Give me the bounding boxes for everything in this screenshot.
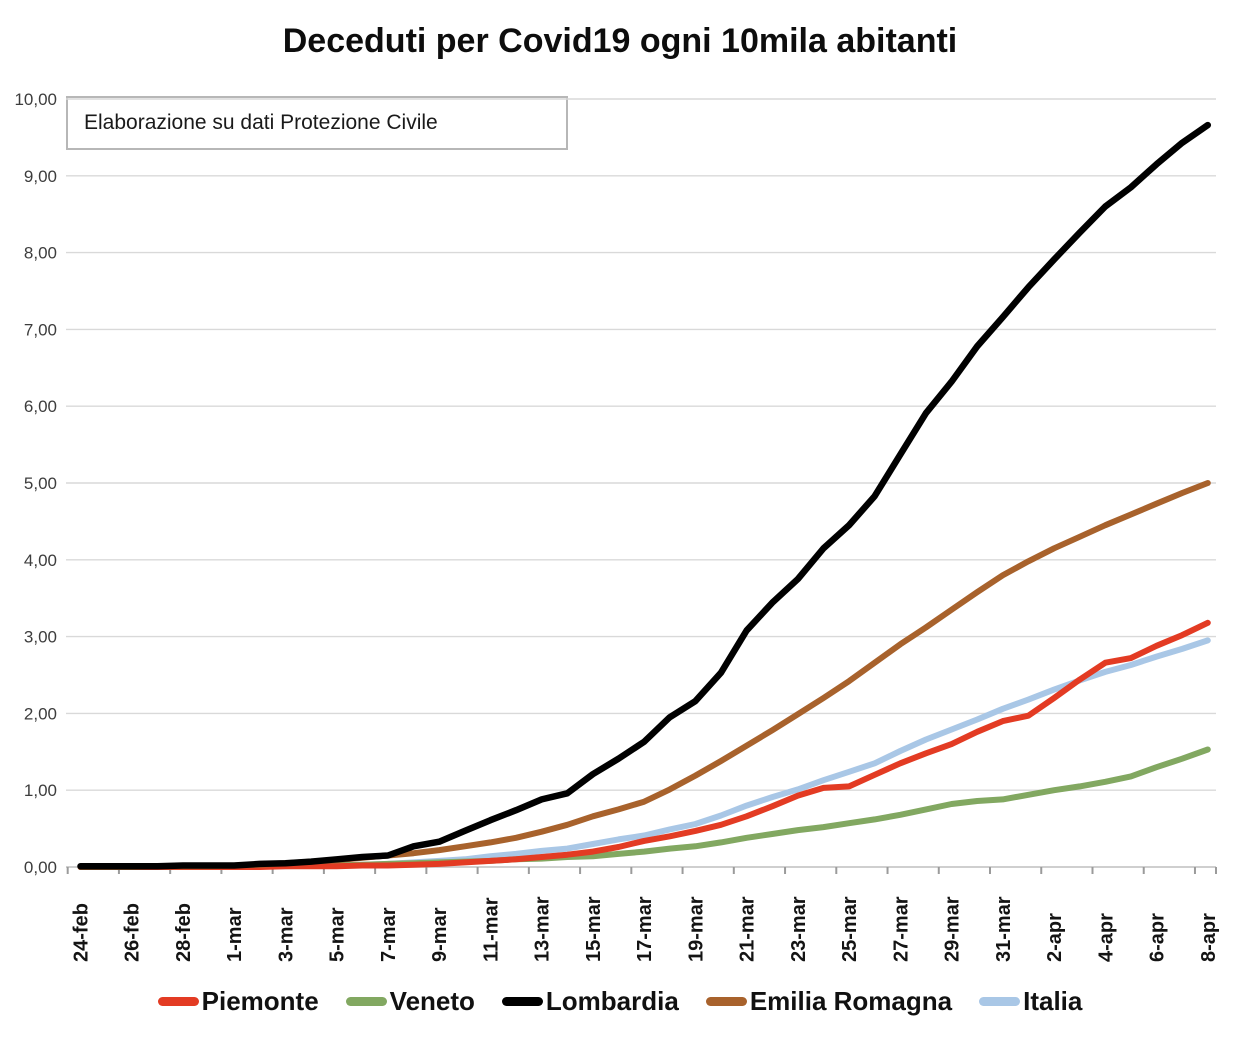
- x-axis-tick-label: 19-mar: [685, 896, 707, 962]
- y-axis-tick-label: 6,00: [24, 397, 57, 416]
- x-axis-tick-label: 1-mar: [224, 907, 246, 962]
- y-axis-tick-label: 10,00: [14, 90, 57, 109]
- series-line-emilia-romagna: [77, 480, 1211, 870]
- legend-label-piemonte: Piemonte: [201, 986, 319, 1016]
- chart-legend: Piemonte Veneto Lombardia Emilia Romagna…: [0, 986, 1240, 1017]
- y-axis-tick-label: 8,00: [24, 244, 57, 263]
- x-axis-tick-label: 23-mar: [788, 896, 810, 962]
- annotation-text: Elaborazione su dati Protezione Civile: [84, 111, 438, 134]
- y-axis-tick-label: 2,00: [24, 704, 57, 723]
- x-axis-tick-label: 13-mar: [532, 896, 554, 962]
- legend-label-italia: Italia: [1023, 986, 1083, 1016]
- annotation-box: Elaborazione su dati Protezione Civile: [66, 96, 568, 150]
- emilia-romagna-line-swatch-icon: [705, 997, 747, 1006]
- x-axis-tick-label: 7-mar: [378, 907, 400, 962]
- lombardia-line-swatch-icon: [501, 997, 543, 1006]
- x-axis-tick-label: 4-apr: [1095, 913, 1117, 962]
- y-axis-tick-label: 7,00: [24, 320, 57, 339]
- legend-label-emilia-romagna: Emilia Romagna: [749, 986, 953, 1016]
- series-line-italia: [77, 637, 1211, 870]
- legend-item-emilia-romagna: Emilia Romagna: [705, 986, 953, 1017]
- legend-item-veneto: Veneto: [345, 986, 475, 1017]
- x-axis-tick-label: 21-mar: [737, 896, 759, 962]
- y-axis-tick-label: 4,00: [24, 551, 57, 570]
- x-axis-tick-label: 29-mar: [942, 896, 964, 962]
- x-axis-tick-label: 17-mar: [634, 896, 656, 962]
- legend-item-lombardia: Lombardia: [501, 986, 679, 1017]
- series-line-veneto: [77, 746, 1211, 870]
- x-axis-tick-label: 3-mar: [275, 907, 297, 962]
- x-axis-tick-label: 9-mar: [429, 907, 451, 962]
- x-axis-tick-label: 26-feb: [122, 903, 144, 962]
- x-axis-tick-label: 28-feb: [173, 903, 195, 962]
- y-axis-tick-label: 3,00: [24, 628, 57, 647]
- y-axis-tick-label: 5,00: [24, 474, 57, 493]
- legend-label-lombardia: Lombardia: [545, 986, 679, 1016]
- series-line-lombardia: [77, 121, 1212, 870]
- legend-item-italia: Italia: [979, 986, 1082, 1017]
- y-axis-tick-label: 1,00: [24, 781, 57, 800]
- x-axis-tick-label: 24-feb: [71, 903, 93, 962]
- piemonte-line-swatch-icon: [157, 997, 199, 1006]
- y-axis-tick-label: 0,00: [24, 858, 57, 877]
- italia-line-swatch-icon: [979, 997, 1021, 1006]
- veneto-line-swatch-icon: [345, 997, 387, 1006]
- x-axis-tick-label: 2-apr: [1044, 913, 1066, 962]
- x-axis-tick-label: 25-mar: [839, 896, 861, 962]
- x-axis-tick-label: 31-mar: [993, 896, 1015, 962]
- x-axis-tick-label: 15-mar: [583, 896, 605, 962]
- x-axis-tick-label: 6-apr: [1147, 913, 1169, 962]
- legend-item-piemonte: Piemonte: [157, 986, 319, 1017]
- x-axis-tick-label: 27-mar: [890, 896, 912, 962]
- x-axis-tick-label: 11-mar: [480, 897, 502, 962]
- x-axis-tick-label: 5-mar: [327, 907, 349, 962]
- x-axis-tick-label: 8-apr: [1198, 913, 1220, 962]
- legend-label-veneto: Veneto: [389, 986, 475, 1016]
- chart-title: Deceduti per Covid19 ogni 10mila abitant…: [282, 22, 958, 60]
- y-axis-tick-label: 9,00: [24, 167, 57, 186]
